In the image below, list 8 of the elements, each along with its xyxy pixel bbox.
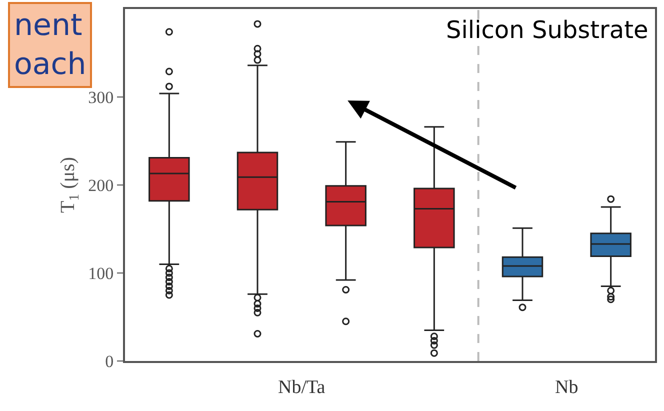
y-tick-label: 100 (88, 264, 114, 283)
text: Nb (555, 377, 578, 398)
y-tick-label: 200 (88, 176, 114, 195)
annotation: Silicon Substrate (446, 16, 648, 44)
text: Nb/Ta (278, 377, 326, 398)
text: nent oach (14, 8, 86, 82)
y-tick-label: 0 (105, 352, 114, 371)
y-tick-label: 300 (88, 88, 114, 107)
